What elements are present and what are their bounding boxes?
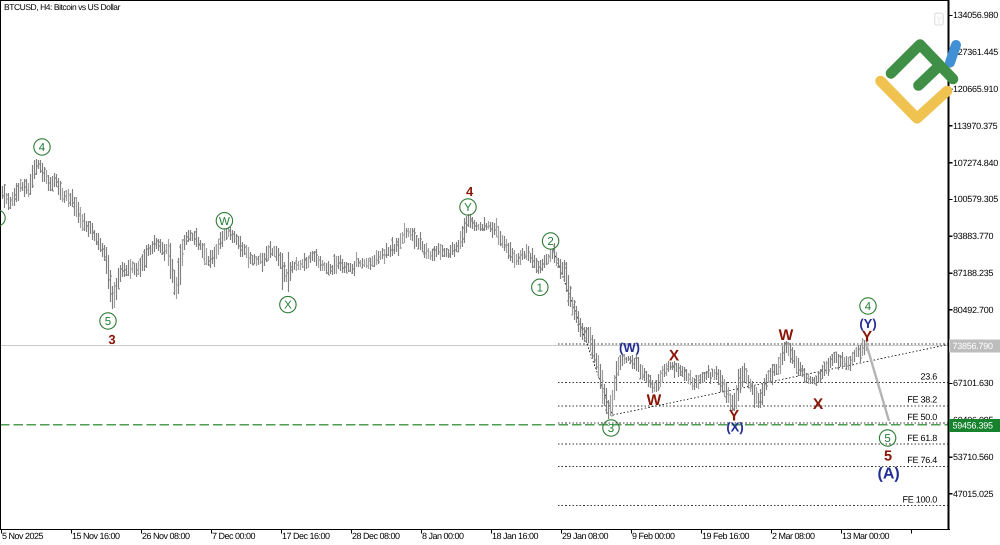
- svg-text:3: 3: [108, 332, 115, 347]
- svg-text:59456.395: 59456.395: [953, 420, 994, 430]
- svg-text:93883.770: 93883.770: [953, 231, 994, 241]
- svg-text:FE 61.8: FE 61.8: [907, 433, 937, 443]
- svg-text:X: X: [813, 396, 824, 413]
- svg-text:(Y): (Y): [859, 316, 876, 331]
- svg-text:120665.910: 120665.910: [953, 84, 998, 94]
- svg-text:7 Dec 00:00: 7 Dec 00:00: [212, 531, 256, 541]
- svg-text:W: W: [219, 216, 230, 228]
- svg-text:67101.630: 67101.630: [953, 378, 994, 388]
- svg-text:113970.375: 113970.375: [953, 121, 998, 131]
- svg-text:2 Mar 08:00: 2 Mar 08:00: [772, 531, 815, 541]
- svg-text:23.6: 23.6: [920, 371, 937, 381]
- svg-text:28 Dec 08:00: 28 Dec 08:00: [352, 531, 400, 541]
- svg-text:FE 100.0: FE 100.0: [902, 494, 937, 504]
- svg-text:8 Jan 00:00: 8 Jan 00:00: [422, 531, 464, 541]
- svg-text:(W): (W): [619, 340, 640, 355]
- svg-text:Y: Y: [464, 202, 472, 214]
- svg-text:5 Nov 2025: 5 Nov 2025: [2, 531, 44, 541]
- svg-text:9 Feb 00:00: 9 Feb 00:00: [632, 531, 675, 541]
- svg-text:107274.840: 107274.840: [953, 158, 998, 168]
- svg-text:Y: Y: [862, 329, 873, 346]
- svg-text:80492.700: 80492.700: [953, 305, 994, 315]
- svg-text:(X): (X): [726, 420, 743, 435]
- svg-text:5: 5: [105, 316, 111, 328]
- svg-text:(A): (A): [877, 466, 899, 483]
- svg-text:15 Nov 16:00: 15 Nov 16:00: [72, 531, 120, 541]
- svg-text:X: X: [284, 300, 292, 312]
- svg-text:73856.790: 73856.790: [953, 341, 994, 351]
- svg-text:W: W: [779, 327, 794, 344]
- svg-text:26 Nov 08:00: 26 Nov 08:00: [142, 531, 190, 541]
- svg-text:5: 5: [884, 449, 892, 465]
- svg-text:4: 4: [865, 301, 872, 313]
- svg-text:134056.980: 134056.980: [953, 10, 998, 20]
- svg-text:BTCUSD, H4: Bitcoin vs US Dol: BTCUSD, H4: Bitcoin vs US Dollar: [4, 2, 121, 12]
- svg-text:Y: Y: [729, 408, 740, 425]
- svg-text:29 Jan 08:00: 29 Jan 08:00: [562, 531, 609, 541]
- svg-text:FE 50.0: FE 50.0: [907, 412, 937, 422]
- svg-text:FE 76.4: FE 76.4: [907, 455, 937, 465]
- svg-text:1: 1: [537, 282, 543, 294]
- svg-text:2: 2: [547, 236, 553, 248]
- svg-text:5: 5: [884, 433, 890, 445]
- svg-text:3: 3: [608, 423, 614, 435]
- svg-text:4: 4: [39, 142, 46, 154]
- svg-text:100579.305: 100579.305: [953, 194, 998, 204]
- svg-text:W: W: [647, 392, 662, 409]
- svg-text:47015.025: 47015.025: [953, 489, 994, 499]
- svg-text:13 Mar 00:00: 13 Mar 00:00: [842, 531, 890, 541]
- svg-text:127361.445: 127361.445: [953, 47, 998, 57]
- svg-text:18 Jan 16:00: 18 Jan 16:00: [492, 531, 539, 541]
- svg-text:17 Dec 16:00: 17 Dec 16:00: [282, 531, 330, 541]
- svg-text:53710.560: 53710.560: [953, 452, 994, 462]
- svg-text:X: X: [669, 348, 680, 365]
- svg-text:87188.235: 87188.235: [953, 268, 994, 278]
- svg-text:4: 4: [466, 184, 474, 199]
- svg-text:FE 38.2: FE 38.2: [907, 395, 937, 405]
- svg-text:19 Feb 16:00: 19 Feb 16:00: [702, 531, 750, 541]
